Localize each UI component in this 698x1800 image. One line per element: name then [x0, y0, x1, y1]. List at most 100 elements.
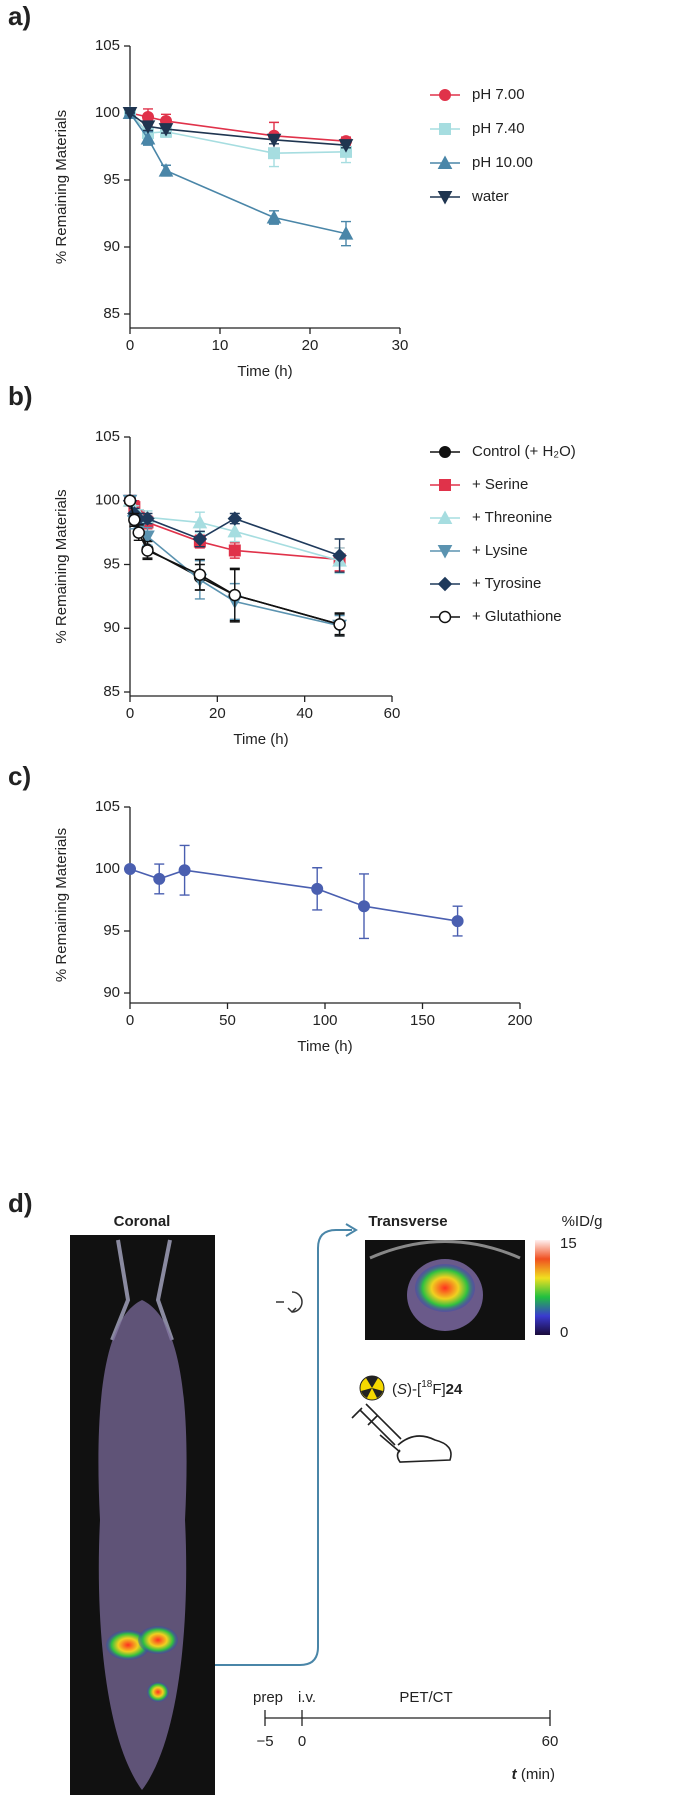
x-tick-label: 50 — [219, 1012, 236, 1029]
y-tick-label: 100 — [95, 104, 120, 121]
y-tick-label: 100 — [95, 860, 120, 877]
data-point — [140, 130, 156, 145]
series-line — [129, 868, 458, 922]
timeline-unit: t (min) — [512, 1766, 555, 1783]
y-tick-label: 95 — [103, 171, 120, 188]
data-point — [123, 494, 137, 507]
x-tick-label: 0 — [126, 705, 134, 722]
x-tick-label: 40 — [296, 705, 313, 722]
y-tick-label: 95 — [103, 922, 120, 939]
legend-marker — [439, 89, 451, 101]
legend-marker — [439, 446, 451, 458]
data-point — [338, 226, 354, 240]
data-point — [228, 544, 241, 557]
legend-marker — [437, 191, 453, 205]
legend-label: pH 10.00 — [472, 154, 533, 171]
legend-label: + Lysine — [472, 542, 528, 559]
legend-label: pH 7.40 — [472, 120, 525, 137]
y-tick-label: 90 — [103, 984, 120, 1001]
coronal-title: Coronal — [114, 1213, 171, 1230]
timeline-step: PET/CT — [399, 1689, 452, 1706]
x-tick-label: 30 — [392, 337, 409, 354]
color-bar — [535, 1240, 550, 1335]
data-point — [266, 133, 282, 148]
legend-marker — [437, 510, 453, 524]
y-tick-label: 85 — [103, 305, 120, 322]
x-tick-label: 20 — [302, 337, 319, 354]
x-tick-label: 150 — [410, 1012, 435, 1029]
data-point — [227, 523, 243, 538]
x-tick-label: 200 — [507, 1012, 532, 1029]
timeline-step: prep — [253, 1689, 283, 1706]
data-point — [311, 882, 324, 895]
x-tick-label: 60 — [384, 705, 401, 722]
data-point — [140, 511, 155, 526]
legend-marker — [439, 479, 451, 491]
data-point — [333, 618, 346, 631]
y-axis-label: % Remaining Materials — [53, 828, 70, 982]
data-point — [228, 588, 242, 602]
scanner-bed — [369, 1240, 521, 1260]
x-tick-label: 0 — [126, 337, 134, 354]
data-point — [332, 548, 347, 563]
data-point — [192, 531, 208, 547]
y-tick-label: 105 — [95, 428, 120, 445]
y-tick-label: 85 — [103, 683, 120, 700]
arrow-head — [345, 1223, 358, 1237]
data-point — [140, 120, 156, 134]
y-tick-label: 105 — [95, 798, 120, 815]
data-point — [128, 513, 141, 527]
scale-unit: %ID/g — [562, 1213, 603, 1230]
legend-marker — [437, 545, 453, 559]
x-tick-label: 100 — [312, 1012, 337, 1029]
scale-min: 0 — [560, 1324, 568, 1341]
compound: (S)-[18F]24 — [392, 1379, 463, 1398]
data-point — [178, 864, 191, 877]
legend-label: + Tyrosine — [472, 575, 541, 592]
x-axis-label: Time (h) — [233, 731, 288, 748]
panel-label: a) — [8, 1, 31, 31]
transverse-title: Transverse — [368, 1213, 447, 1230]
data-point — [268, 147, 280, 160]
y-axis-label: % Remaining Materials — [53, 110, 70, 264]
connector — [215, 1229, 352, 1666]
legend-label: + Serine — [472, 476, 528, 493]
panel-label: c) — [8, 761, 31, 791]
y-tick-label: 90 — [103, 619, 120, 636]
legend-label: Control (+ H₂O) — [472, 443, 576, 460]
y-tick-label: 90 — [103, 238, 120, 255]
timeline-step: i.v. — [298, 1689, 316, 1706]
data-point — [122, 107, 138, 121]
mouse-body — [98, 1300, 187, 1790]
syringe-mouse-icon — [351, 1403, 452, 1463]
x-tick-label: 0 — [126, 1012, 134, 1029]
legend-marker — [438, 610, 452, 624]
hotspot — [415, 1264, 475, 1312]
rotate-icon — [276, 1291, 303, 1314]
panel-label: b) — [8, 381, 33, 411]
x-axis-label: Time (h) — [237, 363, 292, 380]
y-tick-label: 100 — [95, 492, 120, 509]
legend-marker — [439, 123, 451, 135]
data-point — [227, 511, 243, 526]
x-axis-label: Time (h) — [297, 1038, 352, 1055]
y-tick-label: 105 — [95, 37, 120, 54]
data-point — [266, 209, 282, 224]
legend-label: + Glutathione — [472, 608, 562, 625]
y-tick-label: 95 — [103, 555, 120, 572]
x-tick-label: 10 — [212, 337, 229, 354]
data-point — [451, 915, 464, 928]
data-point — [158, 123, 174, 137]
data-point — [124, 863, 136, 875]
y-axis-label: % Remaining Materials — [53, 489, 70, 643]
legend-label: pH 7.00 — [472, 86, 525, 103]
panel-d: d) Coronal Transverse %ID/g 15 0 (S)-[18… — [8, 1188, 602, 1795]
data-point — [192, 514, 208, 529]
data-point — [338, 139, 354, 153]
hotspot — [138, 1626, 178, 1654]
radiation-symbol — [361, 1376, 383, 1398]
hotspot — [147, 1682, 169, 1702]
timeline-tick-label: 0 — [298, 1733, 306, 1750]
scale-max: 15 — [560, 1235, 577, 1252]
